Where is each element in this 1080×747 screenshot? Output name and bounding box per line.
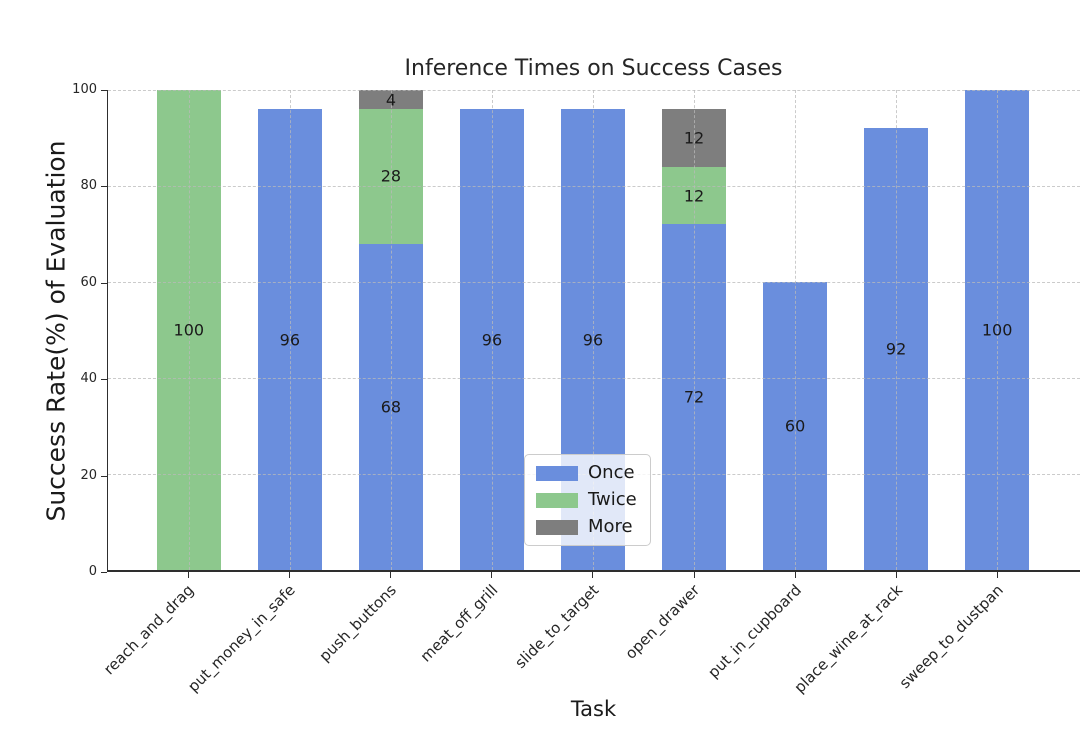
bar-segment-twice [661,166,727,225]
y-tick-label: 80 [80,178,97,194]
bar-value-label: 68 [380,397,402,417]
legend-item: Once [536,464,637,482]
x-tick-mark [390,572,392,578]
x-tick-mark [895,572,897,578]
y-tick-label: 60 [80,274,97,290]
y-axis-label: Success Rate(%) of Evaluation [41,140,71,522]
x-tick-label: push_buttons [315,581,400,666]
legend-item: Twice [536,491,637,509]
bar-segment-twice [358,109,423,244]
legend: Once Twice More [524,454,651,546]
legend-label: Once [588,462,635,483]
gridline-vertical [997,90,999,570]
x-axis-label: Task [570,697,617,721]
y-tick-mark [101,379,107,381]
gridline-vertical [188,90,190,570]
x-tick-mark [693,572,695,578]
x-tick-label: reach_and_drag [100,581,198,679]
y-tick-label: 20 [80,467,97,483]
x-tick-label: meat_off_grill [416,581,502,666]
gridline-vertical [896,90,898,570]
y-tick-mark [101,90,107,91]
y-tick-label: 40 [80,371,97,387]
bar-value-label: 60 [784,416,806,436]
bar-value-label: 72 [683,387,705,407]
bar-value-label: 96 [582,330,604,350]
bar-value-label: 12 [683,186,705,206]
x-tick-label: put_money_in_safe [184,581,299,696]
bar-value-label: 96 [279,330,301,350]
x-tick-mark [794,572,796,578]
legend-swatch-twice [536,492,578,508]
legend-swatch-more [536,519,578,535]
bar-value-label: 12 [683,128,705,148]
x-tick-mark [289,572,291,578]
bar-value-label: 100 [173,320,205,340]
gridline-vertical [694,90,696,570]
x-tick-mark [187,572,189,578]
gridline-vertical [289,90,291,570]
y-tick-label: 100 [72,82,97,97]
x-tick-mark [997,572,999,578]
y-tick-label: 0 [88,564,97,579]
bar-value-label: 28 [380,166,402,186]
x-tick-label: slide_to_target [511,581,603,672]
bar-segment-more [661,109,727,167]
bar-segment-once [358,243,423,570]
chart-title: Inference Times on Success Cases [404,56,783,81]
gridline-vertical [390,90,392,570]
y-tick-mark [101,475,107,477]
x-tick-mark [491,572,493,578]
y-tick-mark [101,572,107,573]
gridline-horizontal [108,186,1080,187]
x-tick-label: open_drawer [621,581,704,663]
x-tick-label: place_wine_at_rack [790,581,906,697]
gridline-horizontal [108,90,1080,91]
gridline-vertical [795,90,797,570]
bar-segment-more [358,90,423,110]
bar-value-label: 92 [885,339,907,359]
gridline-vertical [592,90,594,570]
gridline-vertical [491,90,493,570]
bar-segment-twice [156,90,221,570]
bar-value-label: 100 [981,320,1013,340]
x-tick-mark [592,572,594,578]
bar-segment-once [762,282,828,570]
gridline-horizontal [108,282,1080,283]
bar-segment-once [965,90,1030,570]
bar-value-label: 4 [385,90,396,110]
bar-value-label: 96 [481,330,503,350]
x-tick-label: put_in_cupboard [703,581,805,682]
legend-swatch-once [536,465,578,481]
legend-label: Twice [588,489,637,510]
legend-item: More [536,518,637,536]
plot-area: 100 96 68 28 4 96 96 72 12 12 60 92 100 [107,90,1080,572]
y-tick-mark [101,282,107,284]
y-tick-mark [101,186,107,188]
gridline-horizontal [108,378,1080,379]
x-tick-label: sweep_to_dustpan [895,581,1007,693]
legend-label: More [588,516,633,537]
